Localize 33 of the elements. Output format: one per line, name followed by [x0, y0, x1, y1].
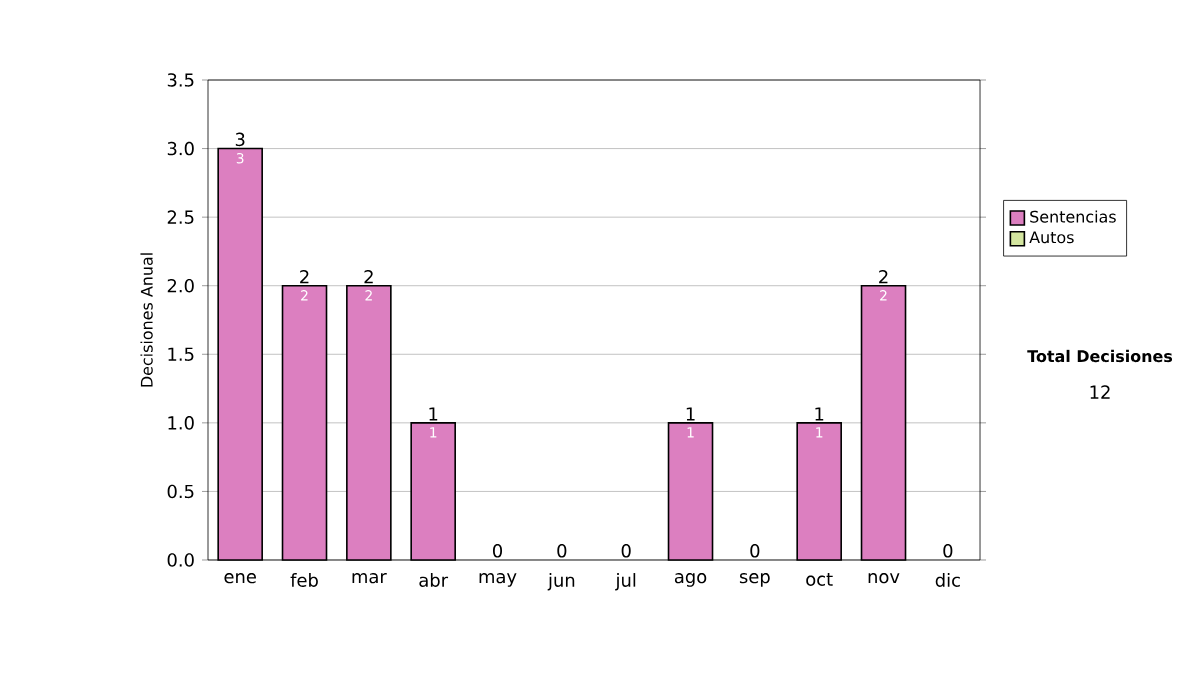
x-tick-label: abr — [419, 573, 449, 587]
total-label: 1 — [429, 407, 438, 421]
x-tick-label: ene — [224, 573, 256, 584]
total-label: 0 — [621, 544, 631, 558]
x-tick-label: mar — [352, 573, 387, 584]
x-tick-label: nov — [868, 573, 900, 584]
total-label: 1 — [815, 407, 824, 421]
y-tick-label: 0.5 — [167, 484, 194, 499]
x-tick-label: oct — [806, 573, 833, 586]
total-label: 3 — [235, 132, 245, 147]
total-label: 2 — [879, 270, 888, 284]
y-tick-label: 2.0 — [167, 278, 194, 293]
x-tick-label: jun — [547, 573, 575, 591]
total-label: 0 — [557, 544, 567, 558]
x-tick-label: ago — [674, 573, 707, 587]
y-tick-label: 1.5 — [168, 347, 194, 361]
total-label: 2 — [300, 270, 309, 284]
text: 12 — [1090, 385, 1110, 399]
total-label: 2 — [364, 270, 373, 284]
y-tick-label: 3.0 — [167, 141, 194, 156]
total-label: 0 — [943, 544, 953, 558]
x-tick-label: dic — [935, 573, 960, 587]
x-tick-label: jul — [615, 573, 636, 591]
x-tick-label: feb — [290, 573, 318, 587]
y-tick-label: 3.5 — [167, 73, 194, 87]
total-label: 1 — [686, 407, 695, 421]
y-tick-label: 1.0 — [168, 416, 194, 430]
x-tick-label: may — [479, 573, 517, 587]
total-label: 0 — [750, 544, 760, 558]
y-tick-label: 0.0 — [167, 553, 194, 567]
total-label: 0 — [493, 544, 503, 558]
y-tick-label: 2.5 — [167, 210, 194, 224]
x-tick-label: sep — [739, 573, 770, 587]
